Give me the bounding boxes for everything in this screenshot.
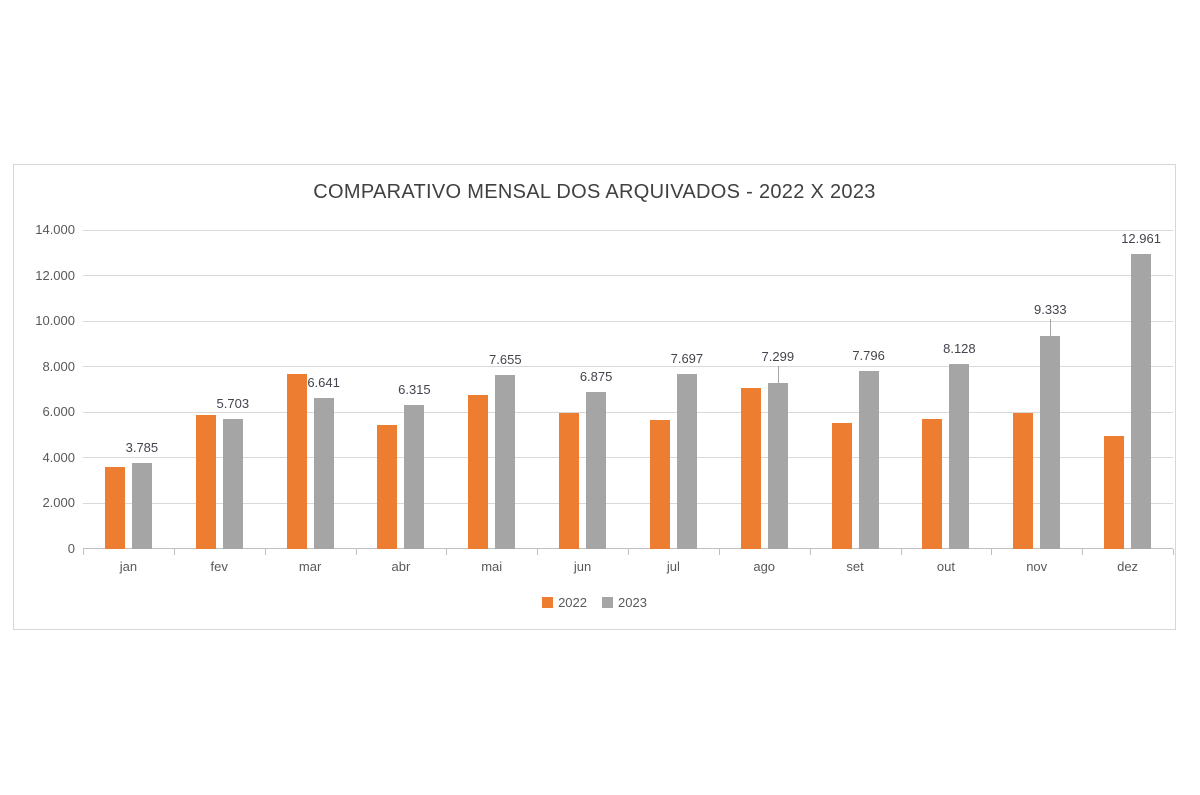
data-label-2023-fev: 5.703 bbox=[216, 396, 250, 412]
data-label-2023-nov: 9.333 bbox=[1034, 302, 1067, 318]
plot-area: 3.785 jan 5.703 fev 6.641 mar 6.315 abr 7.655 mai… bbox=[83, 230, 1174, 574]
x-axis-tick bbox=[1173, 549, 1174, 555]
y-axis-label-14000: 14.000 bbox=[35, 222, 75, 237]
bar-2022-jan bbox=[104, 467, 125, 549]
bar-2022-jul bbox=[649, 420, 670, 549]
bar-2022-dez bbox=[1104, 436, 1125, 549]
bar-2023-mar bbox=[313, 397, 334, 549]
x-axis-tick bbox=[900, 549, 902, 555]
legend-swatch-2022 bbox=[542, 597, 554, 608]
gridline bbox=[83, 321, 1173, 322]
bar-2022-fev bbox=[195, 414, 216, 549]
bar-2022-set bbox=[831, 422, 852, 549]
x-axis-label-jul: jul bbox=[666, 559, 680, 574]
data-label-2023-jun: 6.875 bbox=[579, 369, 613, 385]
x-axis-label-abr: abr bbox=[391, 559, 411, 574]
data-label-leader-line bbox=[1050, 319, 1052, 337]
bar-2023-jul bbox=[676, 373, 697, 549]
x-axis-label-mar: mar bbox=[298, 559, 322, 574]
bar-2022-nov bbox=[1013, 413, 1034, 549]
x-axis-tick bbox=[1082, 549, 1084, 555]
data-label-2023-dez: 12.961 bbox=[1121, 230, 1161, 246]
bar-2022-out bbox=[922, 419, 943, 549]
x-axis-label-nov: nov bbox=[1026, 559, 1048, 574]
x-axis-tick bbox=[83, 549, 84, 555]
data-label-2023-abr: 6.315 bbox=[398, 382, 431, 398]
gridline bbox=[83, 275, 1173, 276]
x-axis-label-set: set bbox=[846, 559, 864, 574]
bar-2022-abr bbox=[377, 424, 398, 549]
gridline bbox=[83, 412, 1173, 413]
y-axis-label-8000: 8.000 bbox=[42, 358, 75, 374]
bar-2023-out bbox=[949, 363, 970, 549]
x-axis-tick bbox=[991, 549, 993, 555]
chart-frame: COMPARATIVO MENSAL DOS ARQUIVADOS - 2022… bbox=[13, 164, 1176, 630]
bar-2022-mar bbox=[286, 373, 307, 549]
x-axis-label-ago: ago bbox=[753, 559, 776, 574]
x-axis-tick bbox=[537, 549, 539, 555]
data-label-2023-jul: 7.697 bbox=[670, 350, 704, 366]
bar-2023-ago bbox=[767, 382, 788, 549]
y-axis-label-4000: 4.000 bbox=[42, 449, 75, 465]
legend: 2022 2023 bbox=[14, 595, 1175, 610]
data-label-2023-jan: 3.785 bbox=[125, 439, 159, 455]
legend-item-2022: 2022 bbox=[542, 595, 587, 610]
data-label-2023-set: 7.796 bbox=[852, 348, 885, 364]
gridline bbox=[83, 457, 1173, 458]
x-axis-tick bbox=[355, 549, 357, 555]
x-axis-label-jan: jan bbox=[119, 559, 138, 574]
x-axis-tick bbox=[628, 549, 629, 555]
legend-item-2023: 2023 bbox=[602, 595, 647, 610]
bar-2023-nov bbox=[1040, 336, 1061, 549]
y-axis-label-10000: 10.000 bbox=[35, 313, 75, 329]
x-axis-label-mai: mai bbox=[481, 559, 503, 574]
data-label-2023-mai: 7.655 bbox=[489, 351, 522, 367]
legend-swatch-2023 bbox=[602, 597, 613, 608]
gridline bbox=[83, 503, 1173, 504]
x-axis-label-dez: dez bbox=[1117, 559, 1139, 574]
data-label-2023-mar: 6.641 bbox=[307, 374, 340, 390]
x-axis-label-out: out bbox=[936, 559, 955, 574]
x-axis-tick bbox=[173, 549, 175, 555]
x-axis-label-jun: jun bbox=[573, 559, 592, 574]
bar-2023-jan bbox=[131, 462, 152, 549]
data-label-2023-ago: 7.299 bbox=[761, 348, 795, 364]
legend-label-2022: 2022 bbox=[558, 595, 587, 610]
bar-2023-fev bbox=[222, 419, 243, 549]
bar-2023-mai bbox=[495, 374, 516, 549]
legend-label-2023: 2023 bbox=[618, 595, 647, 610]
bar-2023-jun bbox=[586, 392, 607, 549]
x-axis-tick bbox=[809, 549, 811, 555]
bar-2022-jun bbox=[559, 413, 580, 549]
y-axis-label-12000: 12.000 bbox=[35, 267, 75, 283]
gridline bbox=[83, 366, 1173, 367]
bar-2023-dez bbox=[1131, 253, 1152, 549]
bar-2023-abr bbox=[404, 405, 425, 549]
x-axis-label-fev: fev bbox=[210, 559, 228, 574]
gridline bbox=[83, 230, 1173, 231]
data-label-2023-out: 8.128 bbox=[943, 340, 976, 356]
x-axis-tick bbox=[718, 549, 720, 555]
chart-title: COMPARATIVO MENSAL DOS ARQUIVADOS - 2022… bbox=[313, 181, 876, 203]
data-label-leader-line bbox=[777, 365, 779, 383]
y-axis-label-0: 0 bbox=[67, 541, 75, 556]
bar-2022-mai bbox=[468, 395, 489, 549]
y-axis-label-6000: 6.000 bbox=[42, 404, 75, 420]
bar-2022-ago bbox=[740, 388, 761, 549]
bar-2023-set bbox=[858, 371, 879, 549]
x-axis-tick bbox=[446, 549, 448, 555]
x-axis-tick bbox=[264, 549, 266, 555]
y-axis-label-2000: 2.000 bbox=[42, 495, 75, 511]
